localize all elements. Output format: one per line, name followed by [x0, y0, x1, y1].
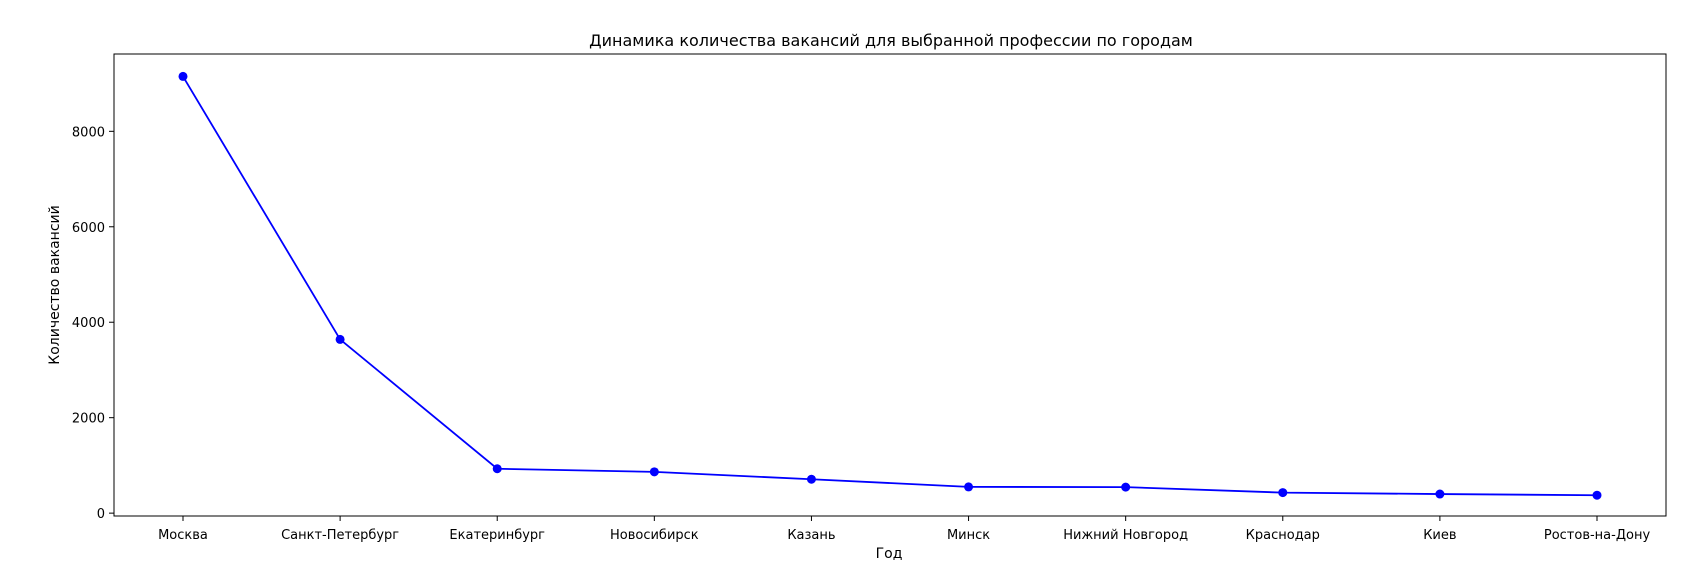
plot-area — [178, 71, 1602, 500]
x-tick-label: Москва — [158, 528, 208, 543]
x-tick-label: Казань — [787, 528, 835, 543]
x-tick-label: Ростов-на-Дону — [1544, 528, 1651, 543]
y-tick-label: 8000 — [72, 125, 105, 140]
data-point — [1592, 490, 1602, 500]
x-tick-label: Екатеринбург — [449, 528, 545, 543]
data-point — [1278, 488, 1288, 498]
x-axis: Москва Санкт-Петербург Екатеринбург Новосиб… — [158, 516, 1650, 543]
y-tick-label: 0 — [97, 507, 105, 522]
data-point — [335, 334, 345, 344]
x-tick-label: Новосибирск — [610, 528, 699, 543]
data-point — [1121, 482, 1131, 492]
x-tick-label: Санкт-Петербург — [281, 528, 399, 543]
x-tick-label: Киев — [1423, 528, 1456, 543]
y-tick-label: 4000 — [72, 316, 105, 331]
y-axis-label: Количество вакансий — [47, 205, 63, 364]
data-point — [964, 482, 974, 492]
x-tick-label: Минск — [947, 528, 990, 543]
data-point — [806, 474, 816, 484]
x-axis-label: Год — [876, 546, 903, 562]
data-point — [178, 71, 188, 81]
series-line — [182, 75, 1598, 497]
y-tick-label: 6000 — [72, 221, 105, 236]
y-tick-label: 2000 — [72, 412, 105, 427]
x-tick-label: Нижний Новгород — [1063, 528, 1188, 543]
data-point — [649, 467, 659, 477]
y-axis: 0 2000 4000 6000 8000 — [72, 125, 114, 522]
plot-frame — [113, 53, 1667, 517]
chart-title: Динамика количества вакансий для выбранн… — [589, 31, 1193, 50]
x-tick-label: Краснодар — [1246, 528, 1320, 543]
data-point — [492, 464, 502, 474]
data-point — [1435, 489, 1445, 499]
